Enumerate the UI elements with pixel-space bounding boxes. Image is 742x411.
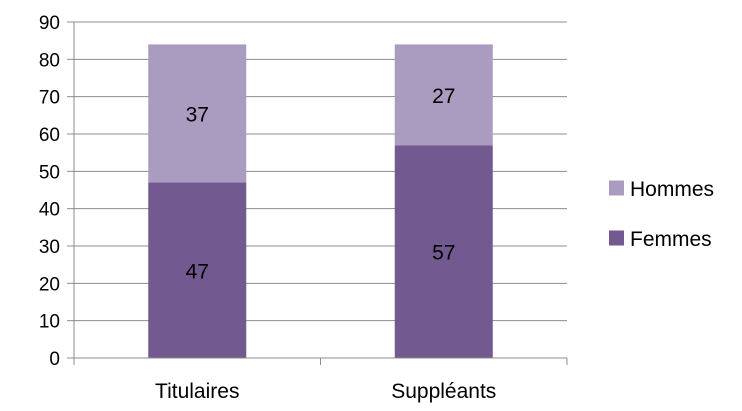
y-tick-label: 0 bbox=[49, 349, 60, 370]
data-label-femmes-0: 47 bbox=[186, 260, 209, 283]
y-tick-label: 40 bbox=[39, 200, 60, 221]
x-axis-ticks: Titulaires Suppléants bbox=[73, 358, 568, 403]
y-tick-label: 80 bbox=[39, 50, 60, 71]
y-tick-label: 30 bbox=[39, 237, 60, 258]
y-tick-label: 90 bbox=[39, 13, 60, 34]
legend-swatch-hommes bbox=[609, 180, 624, 196]
legend-label-hommes: Hommes bbox=[630, 178, 714, 201]
bar-femmes-1 bbox=[394, 145, 493, 358]
y-tick-label: 10 bbox=[39, 312, 60, 333]
data-label-hommes-0: 37 bbox=[186, 103, 209, 126]
data-label-hommes-1: 27 bbox=[432, 85, 455, 108]
data-label-femmes-1: 57 bbox=[432, 242, 455, 265]
legend-swatch-femmes bbox=[609, 230, 624, 246]
y-tick-label: 70 bbox=[39, 88, 60, 109]
bar-femmes-0 bbox=[148, 182, 247, 358]
bar-hommes-1 bbox=[394, 44, 493, 146]
legend-label-femmes: Femmes bbox=[630, 228, 712, 251]
bar-hommes-0 bbox=[148, 44, 247, 183]
gridlines bbox=[74, 21, 567, 322]
bars bbox=[148, 44, 493, 358]
data-labels: 47 37 57 27 bbox=[186, 85, 456, 283]
y-tick-label: 20 bbox=[39, 274, 60, 295]
x-tick-label: Suppléants bbox=[391, 380, 496, 403]
y-tick-label: 50 bbox=[39, 162, 60, 183]
x-tick-label: Titulaires bbox=[155, 380, 239, 403]
y-axis-ticks: 0 10 20 30 40 50 60 70 80 90 bbox=[39, 13, 74, 370]
legend: Hommes Femmes bbox=[609, 178, 714, 251]
axes bbox=[73, 22, 567, 359]
y-tick-label: 60 bbox=[39, 125, 60, 146]
